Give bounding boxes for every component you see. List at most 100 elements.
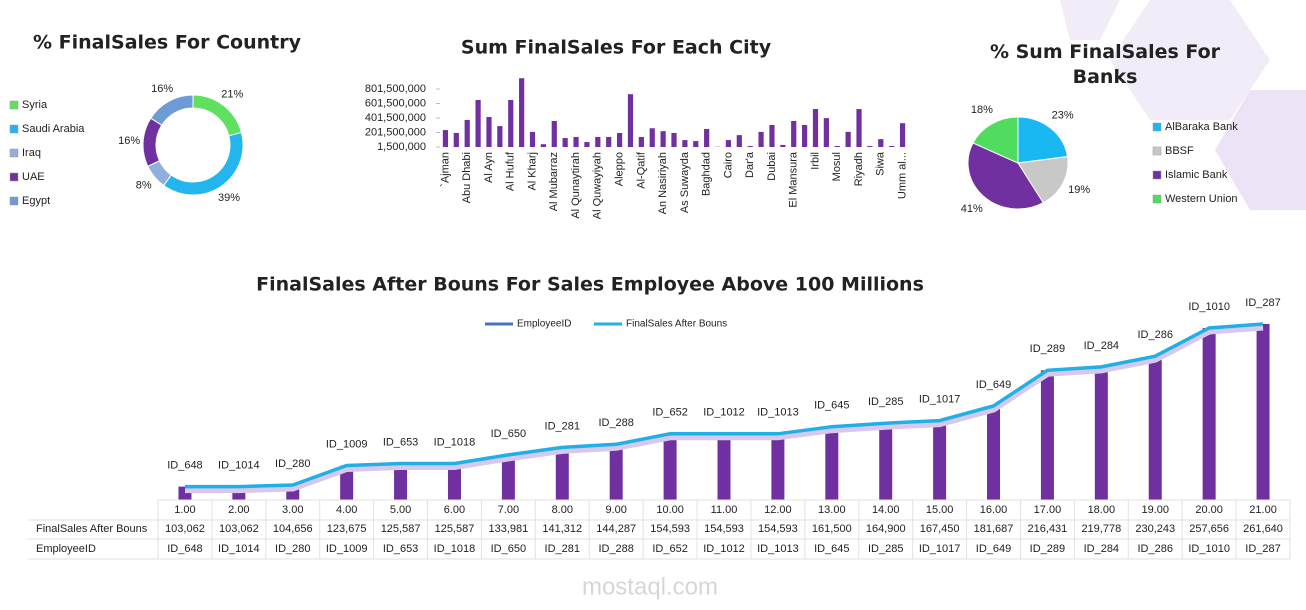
- slice: [967, 142, 1044, 210]
- data-label: ID_1018: [434, 436, 476, 448]
- bar: [725, 140, 732, 147]
- table-cell: 257,656: [1189, 523, 1229, 535]
- x-tick-label: 2.00: [228, 504, 249, 516]
- slice: [1017, 116, 1069, 164]
- x-tick-label: Aleppo: [613, 152, 625, 186]
- bar: [501, 454, 515, 500]
- bar: [878, 139, 884, 147]
- x-tick-label: 21.00: [1249, 504, 1277, 516]
- x-tick-label: Umm al...: [896, 152, 908, 199]
- x-tick-label: 4.00: [336, 504, 357, 516]
- data-label: 8%: [136, 180, 152, 192]
- data-label: ID_648: [167, 460, 202, 472]
- x-tick-label: 12.00: [764, 504, 792, 516]
- bar: [834, 146, 840, 147]
- x-tick-label: Al Quwayiyah: [592, 152, 604, 219]
- table-cell: ID_286: [1137, 543, 1172, 555]
- data-label: ID_286: [1137, 329, 1172, 341]
- bar: [879, 423, 893, 500]
- data-label: ID_649: [976, 379, 1011, 391]
- data-label: ID_281: [545, 420, 580, 432]
- table-cell: ID_289: [1030, 543, 1065, 555]
- line: [185, 322, 1264, 489]
- data-label: ID_1012: [703, 407, 745, 419]
- table-cell: ID_285: [868, 543, 903, 555]
- bar: [1256, 323, 1270, 500]
- table-cell: 216,431: [1028, 523, 1068, 535]
- bar: [671, 132, 677, 147]
- legend-label: EmployeeID: [517, 319, 571, 330]
- bar: [769, 124, 775, 147]
- x-tick-label: 6.00: [444, 504, 465, 516]
- table-cell: 219,778: [1081, 523, 1121, 535]
- bar: [464, 119, 470, 147]
- table-cell: ID_653: [383, 543, 418, 555]
- bar: [812, 109, 819, 147]
- legend-label: Iraq: [22, 147, 41, 159]
- bar: [627, 94, 634, 147]
- data-label: 16%: [151, 83, 173, 95]
- legend-label: Egypt: [22, 195, 50, 207]
- legend-swatch: [1152, 194, 1162, 204]
- x-tick-label: 18.00: [1088, 504, 1116, 516]
- bar: [447, 463, 461, 500]
- data-label: ID_1009: [326, 438, 368, 450]
- data-label: 21%: [221, 88, 243, 100]
- legend-swatch: [9, 196, 19, 206]
- x-tick-label: 15.00: [926, 504, 954, 516]
- data-label: ID_289: [1030, 343, 1065, 355]
- x-tick-label: `Ajman: [439, 152, 451, 187]
- x-tick-label: 8.00: [552, 504, 573, 516]
- table-cell: ID_280: [275, 543, 310, 555]
- slice: [1017, 156, 1069, 204]
- table-cell: ID_650: [491, 543, 526, 555]
- row-header: FinalSales After Bouns: [36, 523, 148, 535]
- bar: [394, 463, 408, 500]
- slice: [142, 117, 163, 167]
- table-cell: 103,062: [165, 523, 205, 535]
- table-cell: ID_649: [976, 543, 1011, 555]
- bar: [1148, 356, 1162, 500]
- legend-label: AlBaraka Bank: [1165, 121, 1238, 133]
- data-label: ID_650: [491, 428, 526, 440]
- data-label: ID_288: [598, 417, 633, 429]
- x-tick-label: As Suwayda: [679, 151, 691, 213]
- data-label: 23%: [1052, 110, 1074, 122]
- legend-label: BBSF: [1165, 145, 1194, 157]
- bar: [555, 447, 569, 500]
- bar: [486, 117, 492, 147]
- y-tick-label: 201,500,000: [365, 126, 426, 138]
- legend-swatch: [9, 100, 19, 110]
- data-label: ID_645: [814, 400, 849, 412]
- legend-label: Islamic Bank: [1165, 169, 1228, 181]
- x-tick-label: 20.00: [1195, 504, 1223, 516]
- bar: [736, 135, 742, 147]
- data-label: 39%: [218, 192, 240, 204]
- row-header: EmployeeID: [36, 543, 96, 555]
- bar: [1202, 328, 1216, 500]
- data-label: ID_1013: [757, 407, 799, 419]
- bar: [747, 146, 753, 147]
- bar: [780, 144, 786, 147]
- bar: [638, 136, 644, 147]
- x-tick-label: Al Mubarraz: [548, 152, 560, 211]
- x-tick-label: Dubai: [766, 152, 778, 181]
- data-label: ID_280: [275, 458, 310, 470]
- bar: [682, 140, 688, 147]
- table-cell: ID_652: [652, 543, 687, 555]
- x-tick-label: Al Qunaytirah: [570, 152, 582, 219]
- x-tick-label: 1.00: [174, 504, 195, 516]
- y-tick-label: 1,500,000: [377, 141, 426, 153]
- data-label: ID_653: [383, 436, 418, 448]
- legend-swatch: [1152, 146, 1162, 156]
- bar: [663, 433, 677, 500]
- bar: [529, 131, 536, 147]
- table-cell: ID_1013: [757, 543, 799, 555]
- bar: [508, 99, 514, 147]
- bar: [1040, 370, 1054, 500]
- table-cell: ID_287: [1245, 543, 1280, 555]
- y-tick-label: 801,500,000: [365, 83, 426, 95]
- data-label: 16%: [118, 135, 140, 147]
- legend-swatch: [1152, 122, 1162, 132]
